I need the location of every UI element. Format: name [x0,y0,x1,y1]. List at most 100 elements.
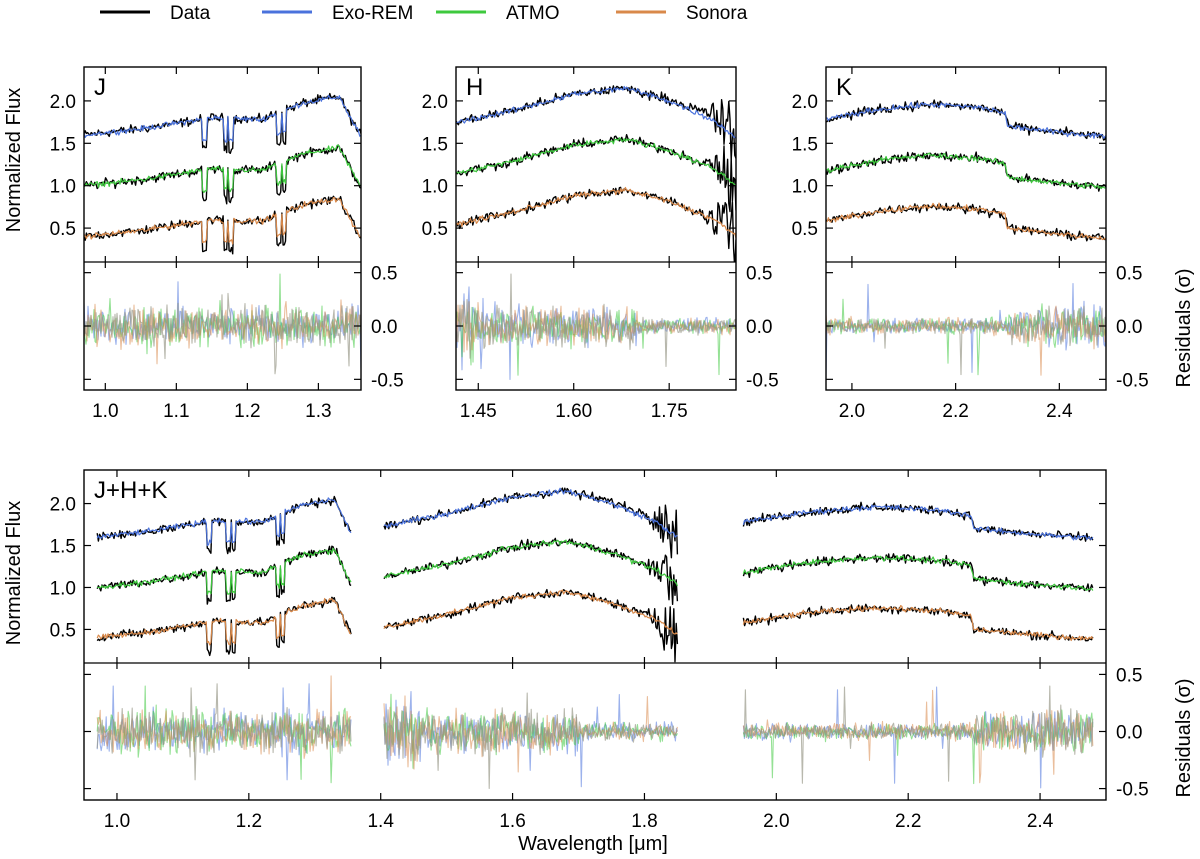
x-tick-label: 2.4 [1027,811,1054,832]
flux-line-data-0-1 [383,487,679,559]
y-tick-label: 1.0 [792,177,818,198]
y-axis-label-flux-bottom: Normalized Flux [3,501,25,645]
residual-traces-jhk [96,675,1094,790]
residual-tick-label: -0.5 [1116,780,1149,801]
y-tick-label: 1.0 [50,578,76,599]
x-tick-label: 2.0 [763,811,789,832]
x-tick-label: 1.0 [92,401,118,422]
residual-tick-label: 0.0 [371,317,397,338]
panel-j: 1.0 1.1 1.2 1.3 0.5 1.0 1.5 2.0 -0.5 0.0 0.5 J [50,66,404,422]
flux-line-data-4-1 [383,588,679,663]
y-tick-label: 2.0 [50,495,76,516]
panel-h-ticks: 1.45 1.60 1.75 0.5 1.0 1.5 2.0 -0.5 0.0 0.5 [422,67,779,422]
panel-k-ticks: 2.0 2.2 2.4 0.5 1.0 1.5 2.0 -0.5 0.0 0.5 [792,67,1149,422]
x-tick-label: 1.60 [555,401,592,422]
x-tick-label: 2.4 [1046,401,1073,422]
residual-tick-label: -0.5 [1116,370,1149,391]
flux-line-exo-rem-1-2 [742,504,1094,541]
x-tick-label: 1.6 [499,811,525,832]
residual-tick-label: 0.0 [746,317,772,338]
y-tick-label: 0.5 [50,620,76,641]
residual-traces-j [84,273,361,375]
y-tick-label: 1.5 [792,134,818,155]
flux-traces-j [84,92,361,255]
residual-tick-label: -0.5 [746,370,779,391]
legend: Data Exo-REM ATMO Sonora [100,3,748,24]
x-tick-label: 1.1 [163,401,189,422]
panel-h: 1.45 1.60 1.75 0.5 1.0 1.5 2.0 -0.5 0.0 0.5 H [422,66,779,422]
flux-line-data-2-0 [84,144,361,205]
flux-line-atmo-3-0 [97,547,352,596]
flux-line-data-2-0 [456,134,736,213]
x-tick-label: 2.0 [839,401,865,422]
residual-line-3-0 [456,273,736,368]
y-tick-label: 2.0 [792,92,818,113]
x-tick-label: 1.2 [234,401,260,422]
flux-line-exo-rem-1-0 [96,497,352,547]
flux-line-sonora-5-0 [84,197,361,245]
residual-line-1-0 [456,305,736,376]
y-tick-label: 1.0 [422,177,448,198]
flux-line-atmo-3-2 [742,555,1094,591]
residual-traces-k [826,282,1106,379]
x-tick-label: 1.45 [460,401,497,422]
flux-line-sonora-5-0 [456,186,736,239]
flux-line-atmo-3-0 [826,152,1106,190]
panel-k-frame [825,66,1107,391]
y-tick-label: 0.5 [422,219,448,240]
flux-traces-k [826,99,1106,242]
flux-line-data-0-0 [456,85,736,161]
y-tick-label: 2.0 [422,92,448,113]
flux-line-data-4-0 [96,596,352,657]
flux-line-atmo-3-0 [84,144,361,194]
y-tick-label: 1.5 [50,134,76,155]
flux-line-data-0-0 [96,495,352,555]
flux-line-sonora-5-1 [383,589,678,635]
y-tick-label: 1.5 [422,134,448,155]
panel-j-ticks: 1.0 1.1 1.2 1.3 0.5 1.0 1.5 2.0 -0.5 0.0 0.5 [50,67,404,422]
flux-line-data-2-1 [383,537,679,605]
y-axis-label-flux-top: Normalized Flux [3,88,25,232]
x-tick-label: 1.2 [236,811,262,832]
residual-tick-label: 0.5 [1116,264,1142,285]
flux-line-data-4-0 [84,195,361,255]
residual-tick-label: 0.5 [371,264,397,285]
x-tick-label: 2.2 [895,811,921,832]
x-tick-label: 2.2 [942,401,968,422]
residual-traces-h [456,273,736,381]
panel-jhk-ticks: 1.0 1.2 1.4 1.6 1.8 2.0 2.2 2.4 0.5 1.0 1.5 2.0 -0.5… [50,470,1149,832]
flux-line-sonora-5-2 [742,605,1094,642]
legend-label-exo-rem: Exo-REM [332,3,413,24]
residual-line-3-2 [742,685,1094,784]
y-tick-label: 1.5 [50,537,76,558]
residual-tick-label: 0.5 [746,264,772,285]
residual-line-3-0 [826,305,1106,376]
residual-tick-label: 0.0 [1116,723,1142,744]
y-axis-label-residual-top: Residuals (σ) [1173,268,1195,387]
y-tick-label: 2.0 [50,92,76,113]
legend-label-sonora: Sonora [686,3,748,24]
y-tick-label: 0.5 [792,219,818,240]
panel-k: 2.0 2.2 2.4 0.5 1.0 1.5 2.0 -0.5 0.0 0.5 K [792,66,1149,422]
residual-line-3-1 [383,692,678,790]
legend-label-data: Data [170,3,211,24]
y-tick-label: 0.5 [50,219,76,240]
panel-label-j: J [94,74,106,101]
flux-line-data-2-0 [826,151,1106,192]
legend-label-atmo: ATMO [506,3,559,24]
flux-line-data-4-0 [456,186,736,262]
flux-line-exo-rem-1-1 [383,487,678,538]
flux-line-sonora-5-0 [96,597,352,646]
flux-line-data-2-0 [96,545,352,605]
flux-line-atmo-3-1 [383,539,678,587]
panel-label-h: H [466,74,483,101]
x-tick-label: 1.0 [104,811,130,832]
residual-tick-label: 0.5 [1116,665,1142,686]
flux-line-exo-rem-1-0 [84,94,361,143]
y-axis-label-residual-bottom: Residuals (σ) [1173,678,1195,797]
panel-jhk: 1.0 1.2 1.4 1.6 1.8 2.0 2.2 2.4 0.5 1.0 1.5 2.0 -0.5… [50,469,1149,832]
residual-line-0-2 [742,686,1094,789]
flux-line-data-0-0 [826,99,1106,141]
panel-label-k: K [836,74,852,101]
